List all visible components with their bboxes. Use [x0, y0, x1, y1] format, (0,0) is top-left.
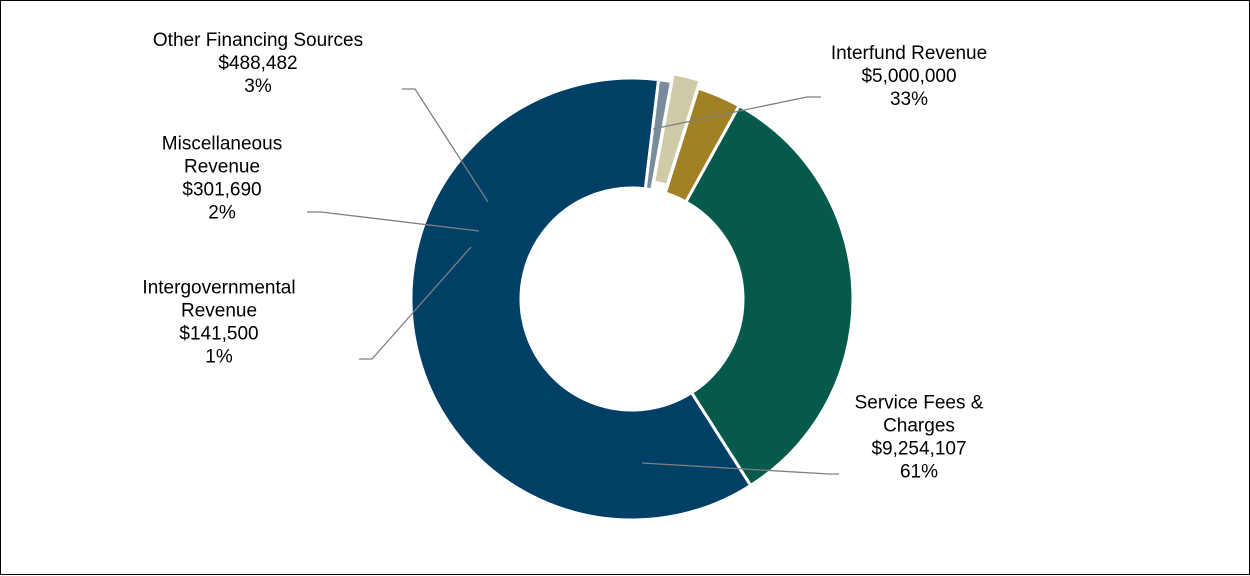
leader-line-1 — [641, 462, 839, 475]
slice-category-label: Other Financing Sources — [153, 30, 363, 51]
leader-line-2 — [359, 246, 472, 360]
slice-value-label: $5,000,000 — [861, 66, 956, 87]
leader-line-4 — [402, 88, 489, 203]
slices-layer — [409, 72, 855, 522]
donut-slice-2 — [643, 77, 674, 192]
donut-slice-4 — [663, 86, 742, 204]
slice-percent-label: 33% — [890, 89, 928, 110]
slice-category-label: Charges — [883, 416, 955, 437]
slice-percent-label: 3% — [244, 76, 272, 97]
slice-value-label: $141,500 — [179, 324, 258, 345]
donut-slice-1 — [409, 76, 753, 522]
donut-slice-0 — [683, 103, 855, 488]
slice-percent-label: 1% — [205, 347, 233, 368]
slice-category-label: Interfund Revenue — [831, 43, 987, 64]
slice-category-label: Revenue — [181, 301, 257, 322]
leader-lines — [307, 88, 839, 475]
slice-category-label: Service Fees & — [855, 393, 984, 414]
slice-category-label: Intergovernmental — [142, 278, 295, 299]
slice-value-label: $9,254,107 — [871, 439, 966, 460]
slice-category-label: Miscellaneous — [162, 134, 282, 155]
slice-value-label: $488,482 — [218, 53, 297, 74]
leader-line-3 — [307, 211, 480, 232]
leader-line-0 — [652, 96, 821, 130]
slice-percent-label: 61% — [900, 462, 938, 483]
slice-percent-label: 2% — [208, 203, 236, 224]
slice-value-label: $301,690 — [182, 180, 261, 201]
slice-category-label: Revenue — [184, 157, 260, 178]
